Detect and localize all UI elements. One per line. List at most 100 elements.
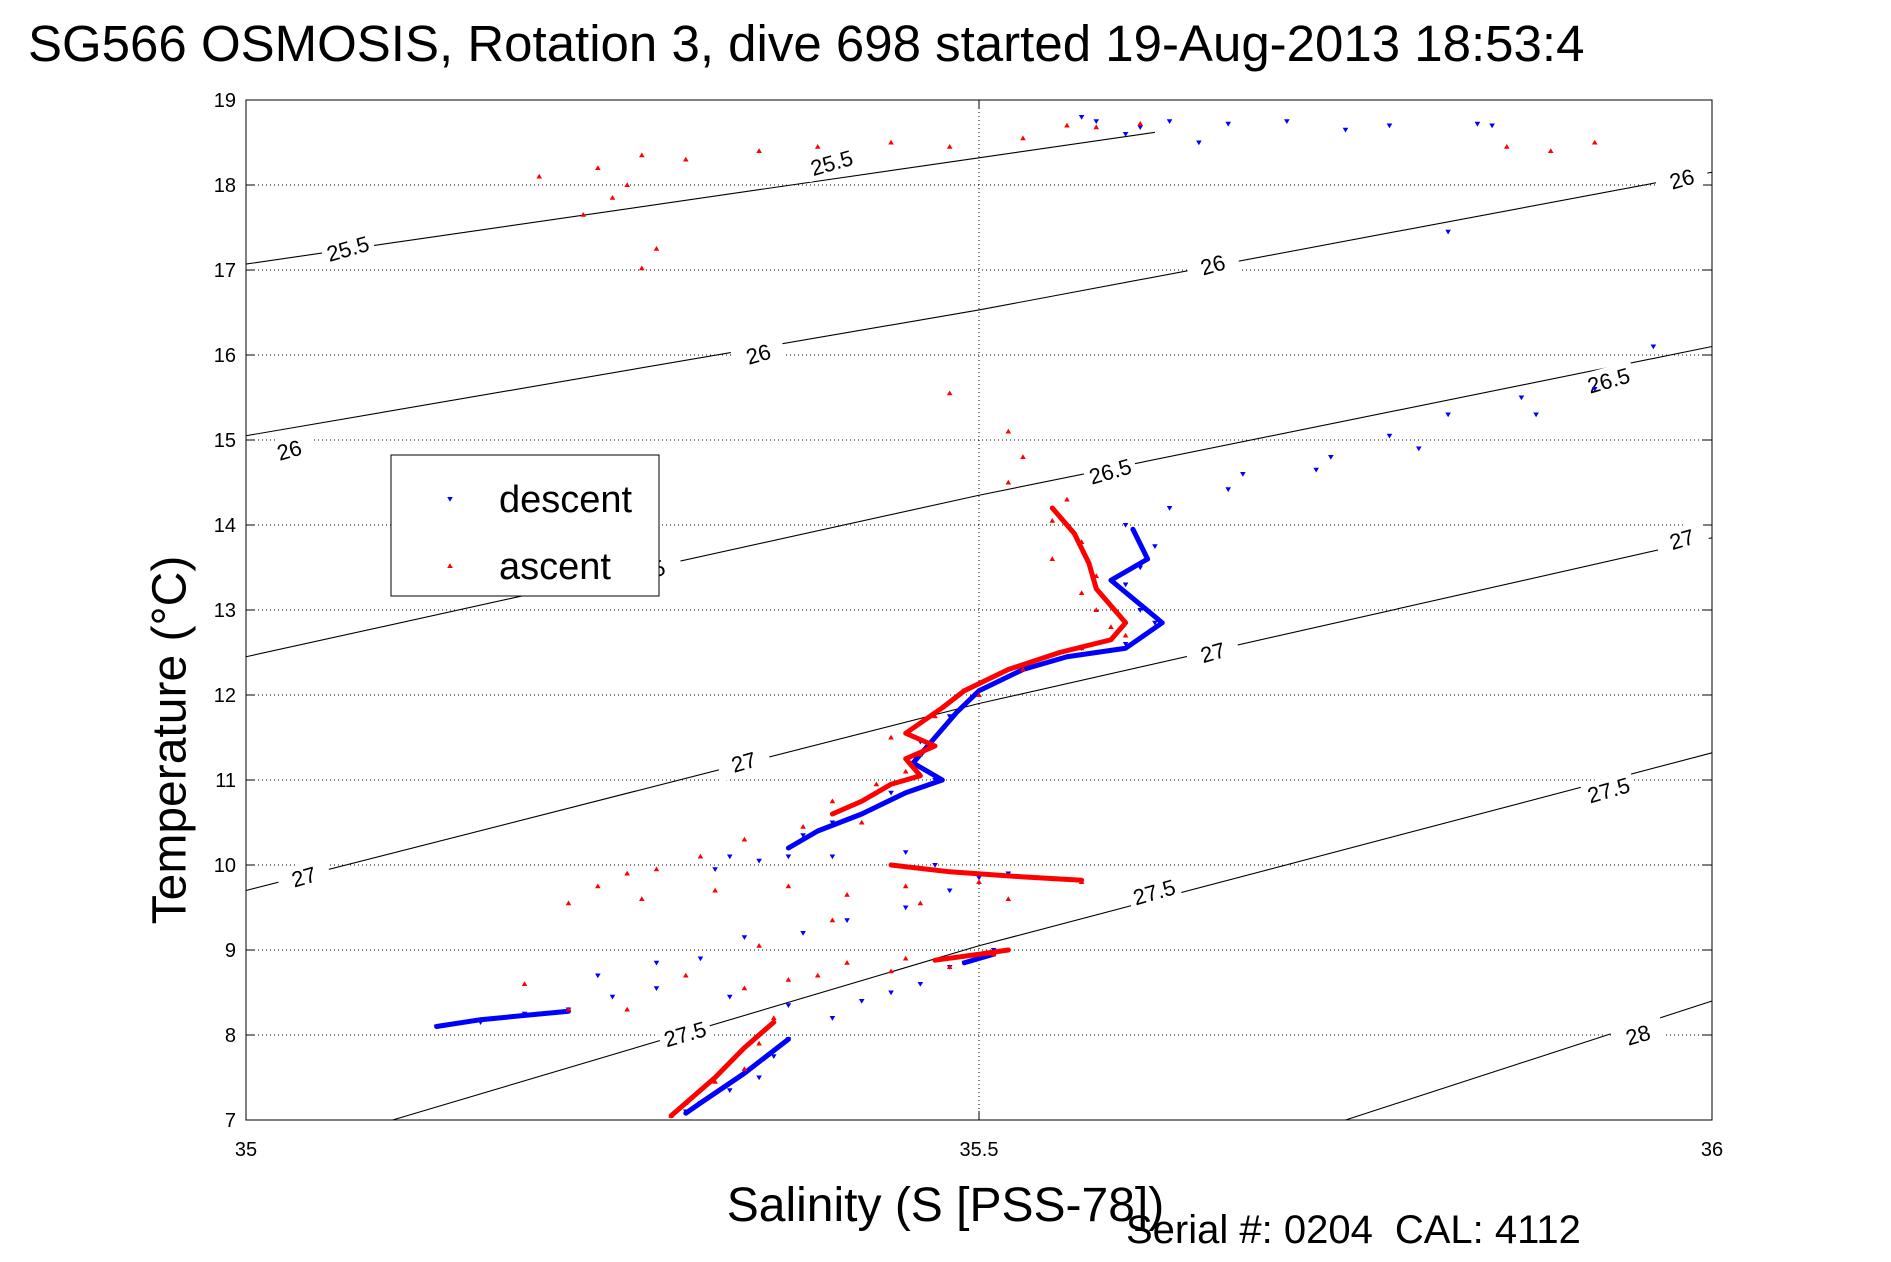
density-contour-label: 26.5 (1086, 454, 1134, 490)
density-contour-label-group: 27 (1653, 519, 1711, 559)
contour-label-background (715, 742, 773, 782)
descent-point (609, 994, 616, 1000)
ascent-point (595, 165, 601, 170)
ascent-point (932, 713, 938, 719)
ascent-point (990, 951, 997, 957)
descent-point (917, 982, 924, 987)
ascent-point (536, 173, 542, 179)
descent-point (1225, 487, 1232, 493)
descent-point (1445, 412, 1451, 418)
descent-point (433, 1024, 440, 1030)
ascent-point (668, 1112, 674, 1118)
ascent-point (565, 900, 572, 906)
descent-point (712, 867, 718, 873)
descent-point (653, 986, 660, 992)
descent-point (1166, 119, 1173, 125)
ascent-point (1034, 874, 1041, 880)
contour-label-background (1081, 451, 1139, 491)
ascent-point (624, 1006, 630, 1012)
descent-point (521, 1011, 528, 1017)
descent-point (1342, 127, 1349, 133)
ascent-point (521, 981, 528, 986)
chart-title: SG566 OSMOSIS, Rotation 3, dive 698 star… (28, 15, 1585, 72)
density-contour-layer: 25.525.52626262626.526.5.52727272727.527… (245, 131, 1713, 1121)
ascent-point (1005, 896, 1012, 901)
density-contour-line (245, 131, 1155, 265)
density-contour-label-group: 26.5 (1081, 451, 1139, 491)
contour-label-background (1184, 244, 1242, 285)
y-tick-label: 18 (214, 175, 236, 197)
ascent-point (609, 194, 616, 200)
density-contour-label-group: 26 (1184, 244, 1242, 285)
x-tick-label: 36 (1701, 1139, 1723, 1161)
density-contour-label: 27.5 (1130, 874, 1178, 910)
ascent-point (785, 883, 792, 889)
ascent-point (902, 883, 909, 889)
ascent-point (741, 985, 748, 991)
legend: descent ascent (390, 454, 660, 597)
legend-marker-descent (447, 497, 453, 502)
density-contour-label-group: 27.5 (1125, 872, 1183, 912)
descent-point (1591, 387, 1598, 392)
descent-point (1474, 121, 1481, 127)
descent-point (1225, 121, 1232, 127)
ascent-point (565, 1006, 572, 1012)
ascent-point (1005, 479, 1012, 485)
ascent-point (844, 959, 850, 965)
descent-point (829, 820, 836, 826)
descent-point (1416, 446, 1422, 452)
descent-point (829, 1016, 836, 1021)
descent-point (1386, 433, 1393, 439)
contour-label-background (1609, 1015, 1667, 1055)
series-layer (433, 115, 1657, 1119)
ascent-point (653, 245, 660, 251)
density-contour-label-group: 27.5 (1579, 770, 1638, 810)
descent-point (888, 790, 894, 796)
descent-point (756, 858, 762, 864)
ascent-point (712, 1078, 718, 1084)
density-contour-label: 27.5 (661, 1016, 709, 1052)
y-tick-label: 7 (225, 1110, 236, 1132)
legend-marker-ascent (447, 563, 453, 568)
ascent-point (639, 265, 645, 271)
density-contour-line (392, 752, 1713, 1121)
ascent-point (976, 879, 982, 884)
ascent-point (1005, 428, 1012, 434)
descent-point (946, 714, 953, 720)
serial-number: Serial #: 0204 (1126, 1208, 1373, 1252)
descent-point (1196, 140, 1202, 146)
ascent-point (624, 870, 630, 876)
y-tick-label: 8 (225, 1025, 236, 1047)
descent-point (800, 931, 806, 936)
descent-point (976, 875, 982, 881)
ascent-point (756, 1040, 762, 1046)
descent-point (785, 1003, 792, 1009)
ascent-point (1020, 666, 1026, 672)
ascent-point (829, 798, 836, 804)
ascent-point (844, 891, 850, 897)
ascent-point (683, 1100, 689, 1105)
contour-label-background (1653, 159, 1711, 199)
contour-label-background (1579, 770, 1638, 810)
descent-point (844, 918, 850, 924)
density-contour-label-group: 28 (1609, 1015, 1667, 1055)
descent-point (726, 1088, 733, 1094)
ascent-point (800, 823, 806, 829)
ascent-point (712, 887, 718, 893)
legend-label-ascent: ascent (499, 546, 611, 588)
density-contour-label-group: 27.5 (656, 1014, 714, 1054)
ascent-point (1049, 556, 1056, 561)
descent-point (1137, 565, 1144, 571)
descent-dense-track (683, 1036, 791, 1116)
descent-dense-track (434, 1008, 572, 1029)
descent-point (1650, 344, 1657, 350)
ascent-dense-track (668, 1019, 777, 1119)
descent-point (932, 778, 938, 783)
ascent-point (888, 968, 894, 974)
density-contour-label-group: 26 (1653, 159, 1711, 199)
ascent-point (1049, 517, 1056, 523)
ascent-point (1064, 122, 1070, 128)
ascent-point (888, 139, 894, 145)
legend-label-descent: descent (499, 479, 633, 521)
